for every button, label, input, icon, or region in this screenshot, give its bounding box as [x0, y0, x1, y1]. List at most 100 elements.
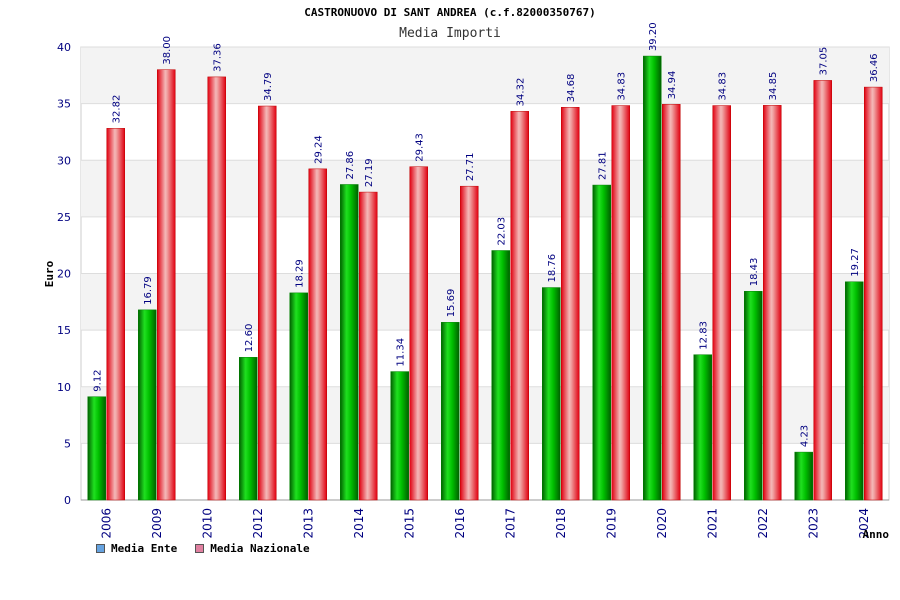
chart-title: CASTRONUOVO DI SANT ANDREA (c.f.82000350…: [304, 6, 595, 19]
bar-media-ente-2022: [744, 291, 763, 501]
y-tick-label: 5: [64, 437, 71, 450]
bar-media-nazionale-2016: [460, 185, 479, 501]
value-label: 34.94: [667, 71, 678, 100]
value-label: 27.81: [598, 151, 609, 180]
bar-media-nazionale-2022: [763, 105, 782, 501]
legend-item-media-ente: Media Ente: [96, 542, 177, 555]
bar-media-nazionale-2015: [409, 166, 428, 501]
value-label: 22.03: [497, 217, 508, 246]
bar-media-ente-2014: [340, 184, 359, 501]
y-axis-label: Euro: [43, 260, 56, 287]
y-tick-label: 35: [57, 98, 71, 111]
value-label: 34.68: [566, 74, 577, 103]
x-tick-label: 2018: [554, 508, 568, 539]
x-tick-label: 2020: [655, 508, 669, 539]
value-label: 9.12: [93, 369, 104, 391]
bar-media-nazionale-2018: [561, 106, 580, 501]
x-tick-label: 2009: [150, 508, 164, 539]
value-label: 29.43: [415, 133, 426, 162]
legend-swatch-media-ente: [96, 544, 105, 553]
legend-label-media-nazionale: Media Nazionale: [210, 542, 310, 555]
bar-media-nazionale-2021: [712, 105, 731, 501]
x-tick-label: 2012: [251, 508, 265, 539]
bar-media-nazionale-2006: [106, 128, 125, 501]
y-tick-label: 30: [57, 154, 71, 167]
x-axis-ticks: 2006 2009 2010 2012 2013 2014 2015 2016 2017 2018…: [99, 508, 871, 539]
bar-media-nazionale-2023: [813, 80, 832, 501]
value-label: 34.85: [768, 72, 779, 101]
y-axis-ticks: 0 5 10 15 20 25 30 35 40: [57, 41, 71, 507]
value-label: 34.83: [617, 72, 628, 101]
bar-media-nazionale-2013: [308, 168, 327, 501]
bar-media-ente-2024: [845, 281, 864, 501]
x-tick-label: 2017: [503, 508, 517, 539]
bar-media-ente-2013: [289, 292, 308, 501]
x-tick-label: 2024: [857, 508, 871, 539]
value-label: 11.34: [396, 338, 407, 367]
y-tick-label: 10: [57, 381, 71, 394]
x-tick-label: 2013: [301, 508, 315, 539]
value-label: 27.19: [364, 158, 375, 187]
bar-media-nazionale-2010: [207, 76, 226, 501]
bar-media-ente-2006: [87, 396, 106, 501]
bar-media-nazionale-2012: [258, 105, 277, 501]
y-tick-label: 0: [64, 494, 71, 507]
value-label: 38.00: [162, 36, 173, 65]
value-label: 18.29: [295, 259, 306, 288]
value-label: 18.43: [749, 258, 760, 287]
bar-media-ente-2016: [441, 322, 460, 501]
bar-media-ente-2023: [794, 451, 813, 501]
bar-media-nazionale-2014: [359, 191, 378, 501]
bar-media-nazionale-2019: [611, 105, 630, 501]
bar-media-ente-2017: [491, 250, 510, 501]
value-label: 4.23: [800, 425, 811, 447]
value-label: 29.24: [314, 135, 325, 164]
bar-media-ente-2012: [239, 357, 258, 501]
y-tick-label: 20: [57, 268, 71, 281]
y-tick-label: 25: [57, 211, 71, 224]
value-label: 16.79: [143, 276, 154, 305]
value-label: 34.83: [718, 72, 729, 101]
x-axis-label: Anno: [863, 528, 890, 541]
value-labels: 9.12 32.82 16.79 38.00 37.36 12.60 34.79 18.29 2…: [93, 22, 881, 447]
legend-swatch-media-nazionale: [195, 544, 205, 553]
bar-media-ente-2021: [693, 354, 712, 501]
value-label: 12.60: [244, 324, 255, 353]
bar-media-nazionale-2017: [510, 111, 529, 501]
bar-media-ente-2019: [592, 184, 611, 501]
bar-media-ente-2018: [542, 287, 561, 501]
legend: Media Ente Media Nazionale: [96, 542, 310, 555]
value-label: 19.27: [850, 248, 861, 277]
x-tick-label: 2023: [806, 508, 820, 539]
value-label: 27.86: [345, 151, 356, 180]
value-label: 37.36: [213, 43, 224, 72]
x-tick-label: 2022: [756, 508, 770, 539]
x-tick-label: 2016: [453, 508, 467, 539]
value-label: 34.32: [516, 78, 527, 107]
value-label: 12.83: [699, 321, 710, 350]
value-label: 32.82: [112, 95, 123, 124]
value-label: 39.20: [648, 22, 659, 51]
x-tick-label: 2014: [352, 508, 366, 539]
y-tick-label: 40: [57, 41, 71, 54]
legend-label-media-ente: Media Ente: [111, 542, 178, 555]
chart-subtitle: Media Importi: [399, 26, 501, 41]
x-tick-label: 2006: [99, 508, 113, 539]
value-label: 37.05: [819, 47, 830, 76]
x-tick-label: 2019: [604, 508, 618, 539]
y-tick-label: 15: [57, 324, 71, 337]
value-label: 34.79: [263, 72, 274, 101]
bar-media-ente-2009: [138, 309, 157, 501]
bars: [87, 55, 883, 501]
bar-media-nazionale-2024: [864, 86, 883, 501]
value-label: 15.69: [446, 289, 457, 318]
bar-media-nazionale-2009: [157, 69, 176, 501]
value-label: 36.46: [869, 53, 880, 82]
bar-media-ente-2015: [390, 371, 409, 501]
value-label: 27.71: [465, 153, 476, 182]
value-label: 18.76: [547, 254, 558, 283]
x-tick-label: 2015: [402, 508, 416, 539]
bar-media-nazionale-2020: [662, 104, 681, 501]
x-tick-label: 2010: [200, 508, 214, 539]
